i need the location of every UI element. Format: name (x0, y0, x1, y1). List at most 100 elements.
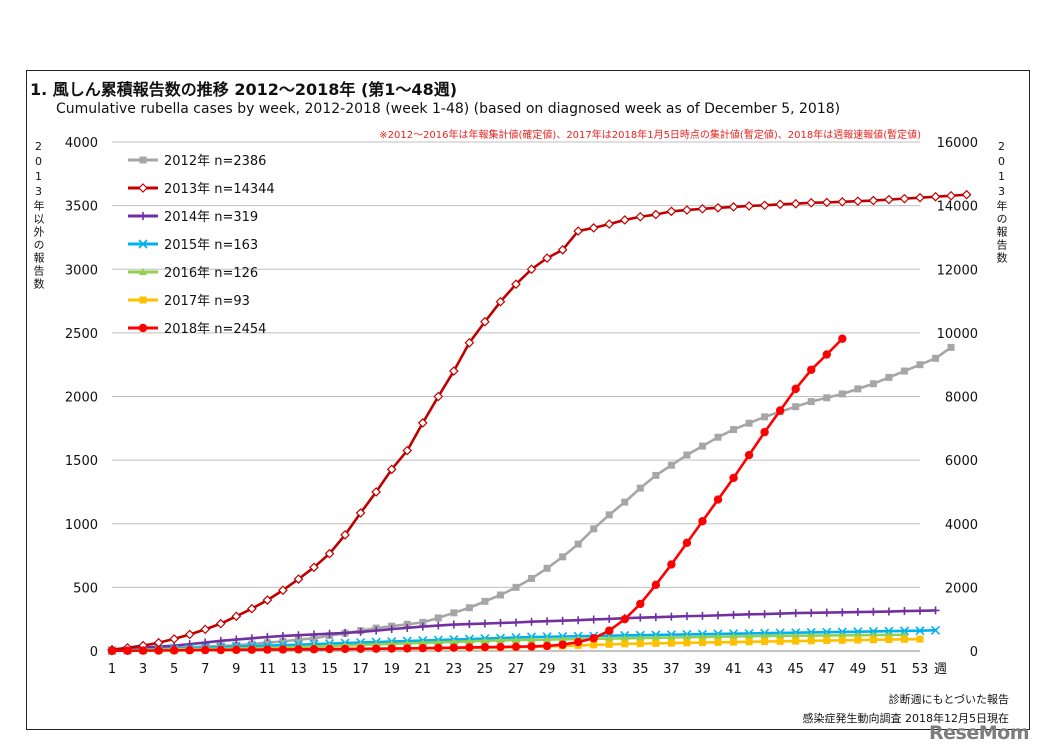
x-tick-label: 43 (756, 662, 773, 677)
data-point (621, 498, 629, 506)
data-point (838, 636, 846, 644)
data-point (247, 634, 256, 643)
data-point (807, 398, 815, 406)
data-point (713, 203, 723, 213)
data-point (651, 633, 660, 641)
data-point (184, 629, 195, 640)
x-tick-label: 23 (446, 662, 463, 677)
data-point (619, 215, 630, 225)
data-point (915, 192, 925, 203)
data-point (528, 574, 536, 582)
data-point (683, 639, 691, 647)
data-point (667, 612, 676, 621)
data-point (869, 607, 878, 616)
data-point (946, 190, 956, 201)
data-point (138, 323, 148, 333)
data-point (387, 625, 396, 634)
data-point (636, 484, 644, 492)
data-point (418, 644, 427, 653)
y-right-tick-label: 14000 (937, 200, 978, 215)
data-point (340, 644, 350, 654)
data-point (589, 615, 598, 624)
data-point (776, 637, 784, 645)
data-point (916, 361, 924, 369)
y-left-tick-label: 2000 (65, 391, 98, 406)
data-point (900, 367, 908, 375)
data-point (465, 637, 474, 645)
data-point (434, 643, 443, 653)
data-point (590, 641, 598, 649)
x-tick-label: 15 (321, 662, 338, 677)
data-point (481, 597, 489, 605)
data-point (916, 606, 924, 615)
data-point (636, 640, 644, 648)
x-tick-label: 19 (383, 662, 400, 677)
legend-label: 2014年 n=319 (164, 210, 258, 225)
data-point (899, 626, 910, 636)
data-point (667, 633, 676, 641)
data-point (838, 608, 847, 617)
data-point (792, 403, 800, 411)
data-point (371, 644, 381, 653)
data-point (868, 195, 879, 206)
data-point (729, 632, 738, 640)
data-point (542, 641, 552, 651)
data-point (527, 617, 536, 626)
data-point (682, 205, 692, 215)
data-point (169, 634, 180, 644)
x-tick-label: 11 (259, 662, 276, 677)
data-point (869, 636, 877, 644)
data-point (263, 633, 272, 642)
data-point (667, 639, 675, 647)
data-point (356, 627, 365, 636)
data-point (791, 384, 800, 394)
x-tick-label: 25 (477, 662, 494, 677)
data-point (403, 644, 412, 653)
x-tick-label: 21 (414, 662, 431, 677)
data-point (900, 635, 908, 643)
data-point (138, 183, 148, 193)
data-point (714, 433, 722, 441)
data-point (201, 645, 210, 655)
data-point (558, 616, 567, 625)
legend-label: 2016年 n=126 (164, 266, 258, 281)
data-point (605, 626, 614, 635)
x-tick-label: 5 (170, 662, 178, 677)
data-point (465, 620, 474, 629)
data-point (185, 646, 194, 655)
data-point (526, 264, 537, 275)
data-point (246, 603, 257, 614)
data-point (604, 219, 615, 229)
data-point (309, 562, 319, 573)
data-point (573, 637, 583, 647)
data-point (636, 599, 645, 609)
data-point (884, 607, 893, 616)
data-point (776, 609, 785, 618)
data-point (790, 198, 801, 209)
data-point (403, 639, 412, 647)
data-point (419, 618, 427, 626)
x-tick-label: 41 (725, 662, 742, 677)
x-tick-label: 33 (601, 662, 618, 677)
left-axis-label: 2013年以外の報告数 (32, 140, 45, 291)
data-point (823, 394, 831, 402)
data-point (682, 633, 691, 641)
data-point (698, 611, 707, 620)
data-point (324, 548, 335, 559)
data-point (650, 209, 661, 220)
data-point (728, 202, 739, 212)
data-point (123, 646, 132, 655)
data-point (932, 354, 940, 362)
data-point (340, 530, 350, 540)
data-point (294, 631, 303, 640)
data-point (216, 645, 225, 655)
x-tick-label: 51 (881, 662, 898, 677)
data-point (760, 610, 769, 619)
data-point (434, 621, 443, 630)
x-tick-label: 13 (290, 662, 307, 677)
data-point (744, 201, 754, 211)
data-point (278, 631, 287, 640)
data-point (759, 200, 770, 211)
data-point (139, 212, 147, 220)
